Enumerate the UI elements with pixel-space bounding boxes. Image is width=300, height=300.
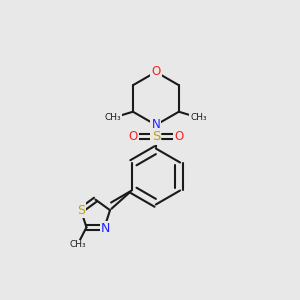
Text: N: N	[101, 222, 111, 235]
Text: CH₃: CH₃	[105, 112, 122, 122]
Text: S: S	[77, 204, 85, 217]
Text: N: N	[152, 118, 160, 131]
Text: O: O	[129, 130, 138, 143]
Text: O: O	[151, 65, 160, 79]
Text: CH₃: CH₃	[70, 241, 86, 250]
Text: O: O	[174, 130, 183, 143]
Text: S: S	[152, 130, 160, 143]
Text: CH₃: CH₃	[190, 112, 207, 122]
